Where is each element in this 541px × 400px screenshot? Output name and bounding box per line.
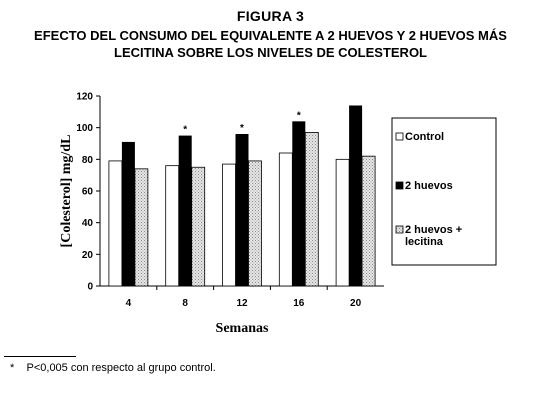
x-tick-label: 20 bbox=[350, 298, 362, 309]
significance-star: * bbox=[183, 125, 187, 136]
footnote-rule bbox=[4, 356, 76, 357]
legend-swatch-2-huevos bbox=[395, 181, 404, 190]
x-tick-label: 16 bbox=[293, 298, 305, 309]
chart-title-line-2: LECITINA SOBRE LOS NIVELES DE COLESTEROL bbox=[114, 45, 427, 60]
bar-2-huevos-lecitina bbox=[248, 160, 262, 287]
significance-star: * bbox=[297, 110, 301, 121]
bar-control bbox=[222, 163, 236, 287]
y-tick-label: 80 bbox=[82, 155, 94, 166]
legend-swatch-2-huevos-lecitina bbox=[395, 225, 404, 234]
legend: Control 2 huevos 2 huevos +lecitina bbox=[391, 117, 497, 266]
bar-control bbox=[278, 152, 293, 287]
bar-2-huevos-lecitina bbox=[134, 168, 149, 287]
x-tick-label: 8 bbox=[182, 298, 188, 309]
bar-control bbox=[108, 160, 123, 287]
y-axis-label: [Colesterol] mg/dL bbox=[59, 135, 74, 248]
y-tick-label: 0 bbox=[87, 282, 93, 293]
significance-star: * bbox=[240, 123, 244, 134]
legend-label: lecitina bbox=[405, 236, 444, 248]
chart-title-line-1: EFECTO DEL CONSUMO DEL EQUIVALENTE A 2 H… bbox=[34, 28, 507, 43]
figure-label: FIGURA 3 bbox=[236, 8, 305, 24]
y-tick-label: 120 bbox=[76, 92, 93, 103]
legend-swatch-control bbox=[395, 132, 404, 141]
bar-2-huevos-lecitina bbox=[191, 166, 206, 287]
bar-2-huevos bbox=[178, 135, 192, 286]
x-tick-label: 4 bbox=[126, 298, 132, 309]
axis-labels: [Colesterol] mg/dL Semanas bbox=[59, 135, 269, 336]
footnote: * P<0,005 con respecto al grupo control. bbox=[10, 362, 216, 374]
bar-control bbox=[335, 158, 350, 287]
y-tick-label: 60 bbox=[82, 187, 94, 198]
legend-label: Control bbox=[405, 131, 444, 143]
x-tick-label: 12 bbox=[236, 298, 248, 309]
bar-2-huevos bbox=[235, 134, 249, 286]
bar-control bbox=[165, 165, 180, 287]
bars: * * * bbox=[108, 105, 376, 287]
bar-2-huevos bbox=[121, 141, 135, 286]
legend-label: 2 huevos + bbox=[405, 224, 462, 236]
legend-box bbox=[391, 117, 497, 266]
y-tick-label: 20 bbox=[82, 250, 94, 261]
x-axis-label: Semanas bbox=[216, 321, 269, 336]
bar-2-huevos-lecitina bbox=[361, 155, 376, 287]
bar-2-huevos bbox=[292, 121, 306, 286]
bar-2-huevos bbox=[349, 105, 363, 286]
y-tick-label: 100 bbox=[76, 123, 93, 134]
legend-label: 2 huevos bbox=[405, 180, 453, 192]
bar-2-huevos-lecitina bbox=[304, 132, 319, 287]
y-tick-label: 40 bbox=[82, 218, 94, 229]
